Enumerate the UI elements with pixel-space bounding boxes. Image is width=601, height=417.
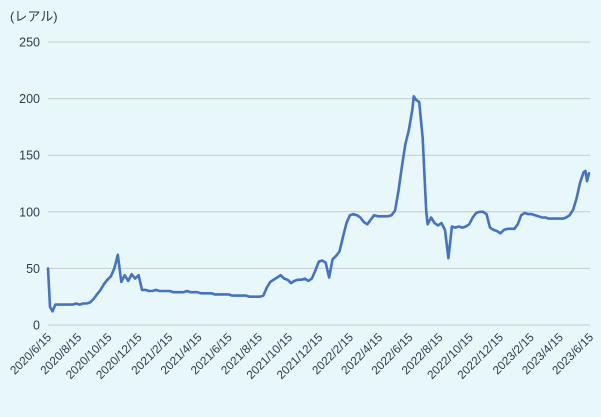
y-axis-tick-label: 200 — [19, 92, 40, 106]
data-series-line — [46, 95, 591, 313]
y-axis-unit-label: (レアル) — [10, 9, 58, 24]
y-axis-tick-label: 250 — [19, 36, 40, 50]
y-axis-tick-label: 0 — [33, 319, 40, 333]
y-axis-tick-label: 50 — [26, 262, 40, 276]
y-axis-tick-label: 150 — [19, 149, 40, 163]
y-axis-tick-label: 100 — [19, 205, 40, 219]
